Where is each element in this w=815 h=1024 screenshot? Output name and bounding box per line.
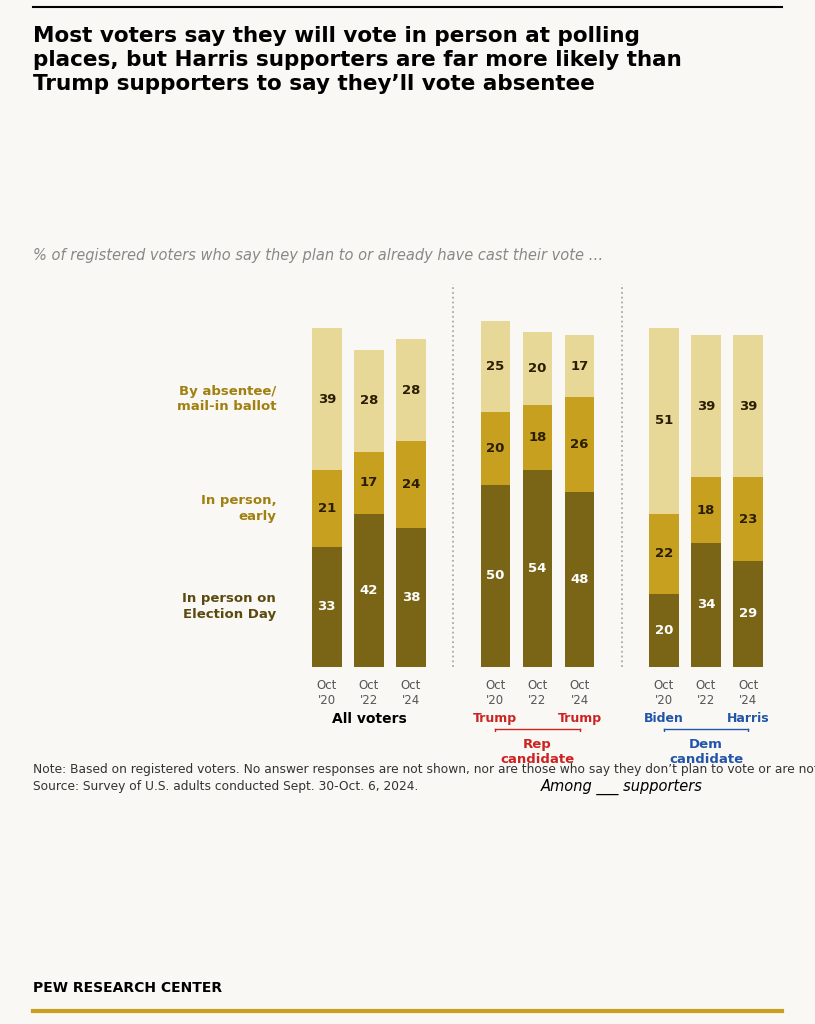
Bar (312, 470, 341, 547)
Text: 21: 21 (318, 502, 336, 515)
Text: All voters: All voters (332, 712, 407, 726)
Text: Biden: Biden (644, 712, 684, 725)
Text: 26: 26 (570, 438, 588, 452)
Bar (565, 397, 594, 492)
Text: 28: 28 (359, 394, 378, 408)
Text: 39: 39 (318, 392, 336, 406)
Text: Oct
'24: Oct '24 (738, 679, 758, 708)
Text: Note: Based on registered voters. No answer responses are not shown, nor are tho: Note: Based on registered voters. No ans… (33, 763, 815, 793)
Text: 17: 17 (359, 476, 378, 489)
Text: Oct
'22: Oct '22 (359, 679, 379, 708)
Bar (565, 492, 594, 667)
Bar (522, 332, 553, 404)
Text: 39: 39 (739, 400, 757, 413)
Text: In person on
Election Day: In person on Election Day (183, 592, 276, 621)
Bar (312, 328, 341, 470)
Bar (396, 528, 425, 667)
Bar (522, 470, 553, 667)
Text: 54: 54 (528, 562, 547, 574)
Bar (355, 452, 384, 514)
Bar (649, 328, 679, 514)
Text: Trump: Trump (557, 712, 601, 725)
Text: Trump: Trump (474, 712, 518, 725)
Text: 33: 33 (318, 600, 336, 613)
Bar (734, 336, 763, 477)
Text: 42: 42 (359, 584, 378, 597)
Text: Among ___ supporters: Among ___ supporters (541, 778, 703, 795)
Text: 24: 24 (402, 478, 421, 492)
Bar (312, 547, 341, 667)
Text: Oct
'24: Oct '24 (570, 679, 590, 708)
Text: Oct
'22: Oct '22 (527, 679, 548, 708)
Text: 20: 20 (486, 441, 504, 455)
Bar (734, 477, 763, 561)
Bar (522, 404, 553, 470)
Text: Oct
'20: Oct '20 (485, 679, 505, 708)
Text: 38: 38 (402, 591, 421, 604)
Bar (649, 514, 679, 594)
Bar (481, 412, 510, 484)
Bar (355, 350, 384, 452)
Text: Oct
'24: Oct '24 (401, 679, 421, 708)
Text: 22: 22 (654, 547, 673, 560)
Text: 34: 34 (697, 598, 716, 611)
Bar (649, 594, 679, 667)
Text: 29: 29 (739, 607, 757, 621)
Text: 18: 18 (697, 504, 716, 517)
Text: 18: 18 (528, 431, 547, 443)
Text: By absentee/
mail-in ballot: By absentee/ mail-in ballot (177, 385, 276, 414)
Text: Harris: Harris (727, 712, 769, 725)
Text: 25: 25 (487, 359, 504, 373)
Text: 17: 17 (570, 359, 588, 373)
Text: 51: 51 (654, 415, 673, 427)
Bar (691, 543, 720, 667)
Bar (396, 441, 425, 528)
Bar (481, 484, 510, 667)
Bar (565, 336, 594, 397)
Text: Dem
candidate: Dem candidate (669, 738, 743, 766)
Text: 50: 50 (486, 569, 504, 582)
Text: 20: 20 (654, 624, 673, 637)
Text: Oct
'20: Oct '20 (316, 679, 337, 708)
Bar (396, 339, 425, 441)
Text: Most voters say they will vote in person at polling
places, but Harris supporter: Most voters say they will vote in person… (33, 26, 681, 93)
Text: 39: 39 (697, 400, 716, 413)
Text: Oct
'22: Oct '22 (696, 679, 716, 708)
Bar (355, 514, 384, 667)
Text: PEW RESEARCH CENTER: PEW RESEARCH CENTER (33, 981, 222, 995)
Text: 23: 23 (739, 513, 757, 525)
Text: In person,
early: In person, early (200, 494, 276, 522)
Text: 48: 48 (570, 572, 589, 586)
Text: 20: 20 (528, 361, 547, 375)
Text: % of registered voters who say they plan to or already have cast their vote …: % of registered voters who say they plan… (33, 248, 603, 263)
Bar (691, 336, 720, 477)
Bar (734, 561, 763, 667)
Text: Oct
'20: Oct '20 (654, 679, 674, 708)
Text: Rep
candidate: Rep candidate (500, 738, 575, 766)
Text: 28: 28 (402, 384, 421, 396)
Bar (481, 321, 510, 412)
Bar (691, 477, 720, 543)
